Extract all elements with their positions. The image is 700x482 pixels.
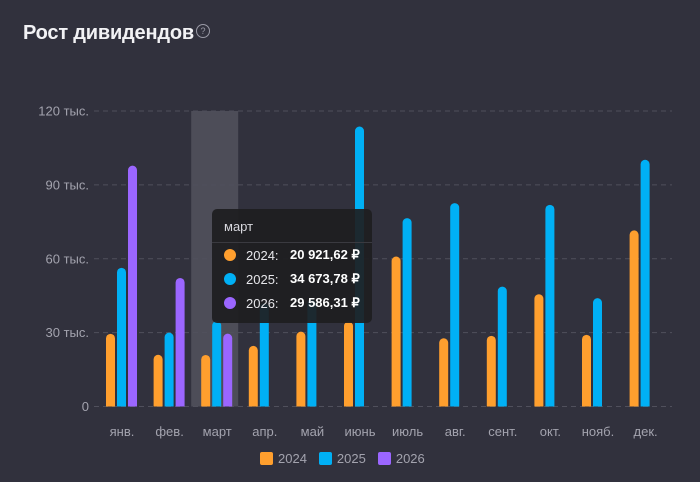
bar-2026-2[interactable] xyxy=(223,333,233,407)
tooltip-value: 20 921,62 ₽ xyxy=(290,247,360,262)
tooltip-year: 2026: xyxy=(246,295,279,311)
x-tick-label: янв. xyxy=(110,424,135,439)
bar-2025-9[interactable] xyxy=(545,204,555,407)
bar-2024-4[interactable] xyxy=(296,331,306,407)
legend-label: 2026 xyxy=(395,451,425,466)
help-icon[interactable]: ? xyxy=(196,24,210,38)
bar-2025-10[interactable] xyxy=(593,298,602,407)
legend-item-2025[interactable]: 2025 xyxy=(318,451,366,466)
x-tick-label: июнь xyxy=(345,424,376,439)
tooltip-year: 2024: xyxy=(246,247,279,263)
x-tick-label: дек. xyxy=(634,424,658,439)
bar-2026-0[interactable] xyxy=(128,165,137,407)
bar-2026-1[interactable] xyxy=(175,277,185,407)
x-tick-label: окт. xyxy=(540,424,561,439)
tooltip-value: 34 673,78 ₽ xyxy=(290,271,360,286)
x-tick-label: апр. xyxy=(252,424,277,439)
chart-title: Рост дивидендов xyxy=(23,22,194,44)
series-2025-dot-icon xyxy=(224,273,236,285)
bar-2024-3[interactable] xyxy=(248,345,258,407)
bar-2024-11[interactable] xyxy=(629,230,639,407)
legend-swatch-2026 xyxy=(377,452,391,465)
x-tick-label: авг. xyxy=(445,424,466,439)
tooltip-row-2024: 2024: 20 921,62 ₽ xyxy=(212,243,372,267)
legend: 2024 2025 2026 xyxy=(260,451,425,466)
bar-2025-1[interactable] xyxy=(164,332,174,407)
legend-label: 2024 xyxy=(278,451,307,466)
bar-2024-9[interactable] xyxy=(534,294,544,407)
tooltip-value: 29 586,31 ₽ xyxy=(290,295,360,310)
bar-2024-6[interactable] xyxy=(391,256,401,407)
y-tick-label: 120 тыс. xyxy=(38,104,89,119)
x-tick-label: март xyxy=(203,424,232,439)
y-tick-label: 30 тыс. xyxy=(46,325,89,340)
tooltip-month: март xyxy=(212,209,372,243)
x-tick-label: нояб. xyxy=(582,424,615,439)
legend-swatch-2024 xyxy=(260,452,273,465)
y-tick-label: 60 тыс. xyxy=(46,251,89,266)
bar-2024-0[interactable] xyxy=(106,333,115,407)
bar-2024-7[interactable] xyxy=(439,338,449,407)
y-tick-label: 90 тыс. xyxy=(46,177,89,192)
bar-2024-5[interactable] xyxy=(344,321,353,407)
x-tick-label: сент. xyxy=(488,424,517,439)
bar-2025-0[interactable] xyxy=(117,267,126,407)
bar-2025-2[interactable] xyxy=(212,321,222,407)
bar-2025-6[interactable] xyxy=(402,218,412,407)
bar-2025-3[interactable] xyxy=(259,303,269,407)
series-2026-dot-icon xyxy=(224,297,236,309)
series-2024-dot-icon xyxy=(224,249,236,261)
legend-label: 2025 xyxy=(336,451,366,466)
tooltip-row-2026: 2026: 29 586,31 ₽ xyxy=(212,291,372,315)
x-tick-label: май xyxy=(301,424,324,439)
bar-2024-10[interactable] xyxy=(582,334,591,407)
bar-2025-7[interactable] xyxy=(450,203,460,407)
x-tick-label: июль xyxy=(392,424,423,439)
legend-swatch-2025 xyxy=(318,452,332,465)
bar-2024-8[interactable] xyxy=(486,335,496,407)
tooltip: март 2024: 20 921,62 ₽ 2025: 34 673,78 ₽… xyxy=(212,209,372,323)
bar-2025-11[interactable] xyxy=(640,159,650,407)
bar-2025-4[interactable] xyxy=(307,299,317,407)
x-tick-label: фев. xyxy=(155,424,183,439)
tooltip-row-2025: 2025: 34 673,78 ₽ xyxy=(212,267,372,291)
y-tick-label: 0 xyxy=(82,399,89,414)
legend-item-2026[interactable]: 2026 xyxy=(377,451,425,466)
bar-2024-2[interactable] xyxy=(201,354,211,407)
bar-2025-8[interactable] xyxy=(497,286,507,407)
legend-item-2024[interactable]: 2024 xyxy=(260,451,307,466)
tooltip-year: 2025: xyxy=(246,271,279,287)
bar-2024-1[interactable] xyxy=(153,354,163,407)
